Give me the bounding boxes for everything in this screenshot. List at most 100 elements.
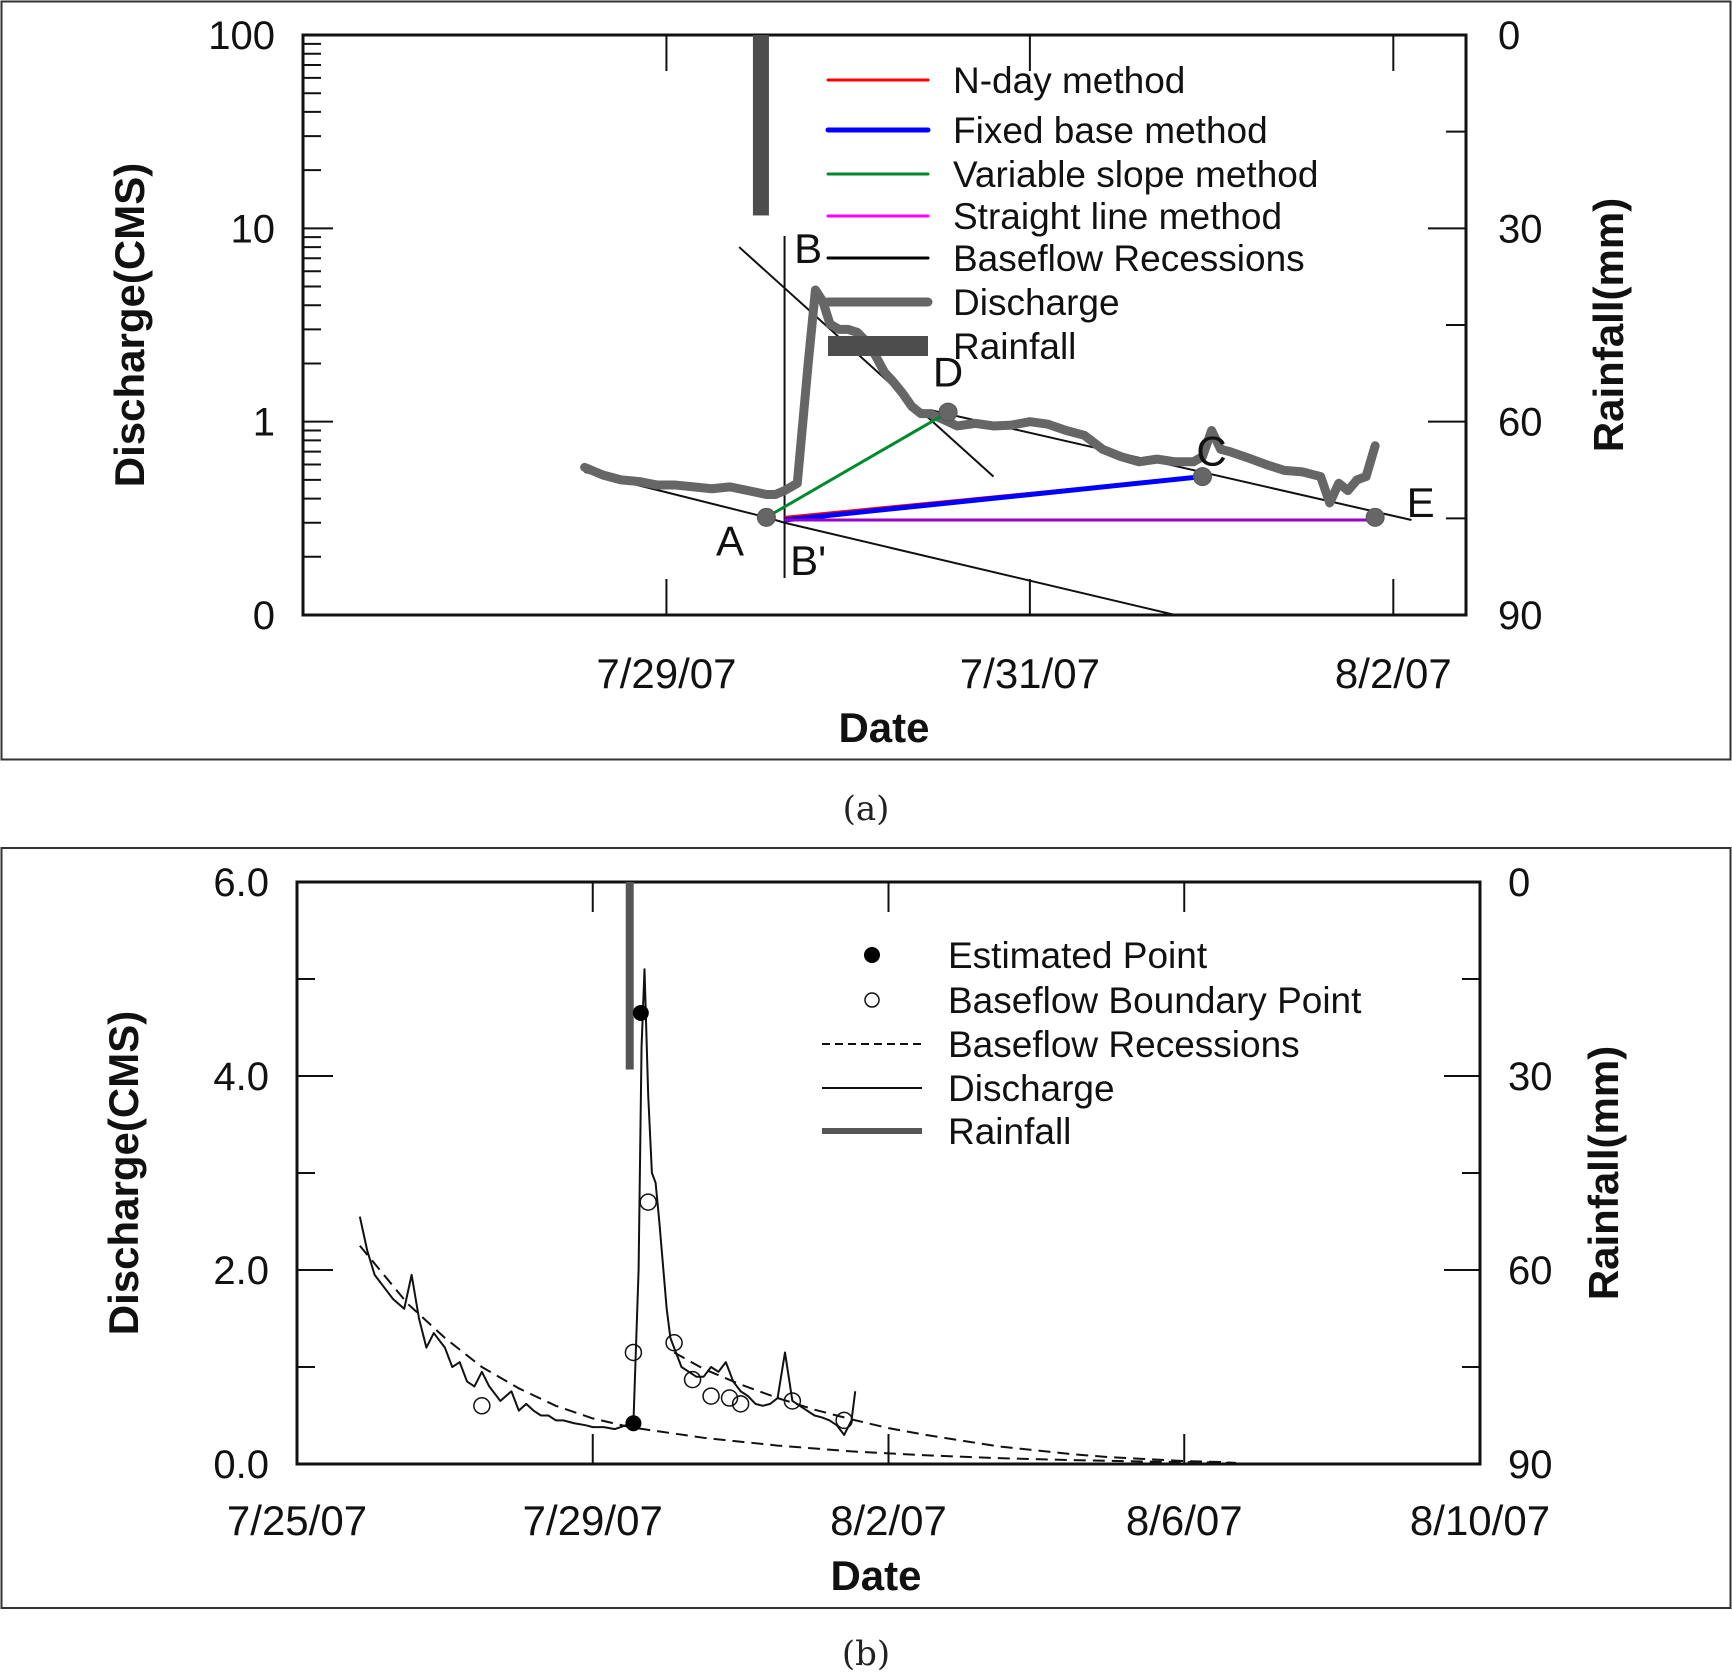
panel-b-points <box>473 1004 853 1432</box>
legend-label: Variable slope method <box>953 154 1318 195</box>
baseflow-boundary-point <box>702 1387 720 1405</box>
panel-a-methods <box>765 410 1376 523</box>
point-label: C <box>1196 428 1226 475</box>
baseflow-boundary-point <box>783 1392 802 1410</box>
legend-label: Straight line method <box>953 196 1282 237</box>
baseflow-boundary-point <box>624 1343 643 1362</box>
panel-b-y-ticks: 0.0 2.0 4.0 6.0 <box>213 861 333 1487</box>
y-tick-label: 100 <box>208 14 275 58</box>
y-tick-label: 1 <box>253 401 275 445</box>
x-tick-label: 8/2/07 <box>830 1497 947 1544</box>
baseflow-recession-line <box>673 1351 1237 1465</box>
panel-b-frame <box>0 847 1732 1609</box>
x-tick-label: 7/29/07 <box>596 650 736 697</box>
y-tick-label: 2.0 <box>213 1249 269 1293</box>
baseflow-recession-line <box>359 1245 1237 1465</box>
point-label: B <box>794 225 822 272</box>
estimated-point <box>632 1004 649 1021</box>
panel-a-rainfall <box>752 35 769 216</box>
baseflow-boundary-point <box>835 1411 853 1430</box>
y2-tick-label: 90 <box>1498 594 1543 638</box>
legend-label: Discharge <box>948 1068 1115 1109</box>
baseflow-boundary-point <box>473 1397 491 1415</box>
baseflow-boundary-point <box>720 1389 739 1407</box>
legend-label: Fixed base method <box>953 110 1268 151</box>
panel-a-frame <box>0 0 1732 761</box>
y-tick-label: 4.0 <box>213 1055 269 1099</box>
panel-a-xlabel: Date <box>838 704 929 751</box>
x-tick-label: 8/6/07 <box>1126 1497 1243 1544</box>
panel-a-x-ticks: 7/29/07 7/31/07 8/2/07 <box>596 35 1452 697</box>
baseflow-boundary-point <box>683 1370 702 1389</box>
y2-tick-label: 0 <box>1508 861 1530 905</box>
point-d <box>938 402 958 422</box>
panel-a-ylabel: Discharge(CMS) <box>106 163 153 487</box>
panel-b-y2label: Rainfall(mm) <box>1580 1046 1627 1300</box>
legend-swatch <box>828 336 928 356</box>
point-a <box>756 507 776 527</box>
legend-label: Rainfall <box>948 1111 1071 1152</box>
legend-label: Rainfall <box>953 326 1076 367</box>
y-tick-label: 0 <box>253 594 275 638</box>
panel-b-caption: (b) <box>842 1634 890 1674</box>
panel-a-plot-area <box>301 33 1468 617</box>
point-label: B' <box>790 537 826 584</box>
x-tick-label: 7/29/07 <box>523 1497 663 1544</box>
estimated-point <box>625 1415 642 1432</box>
point-label: A <box>716 517 744 564</box>
y2-tick-label: 0 <box>1498 14 1520 58</box>
baseflow-boundary-point <box>731 1395 750 1413</box>
x-tick-label: 7/31/07 <box>960 650 1100 697</box>
y2-tick-label: 30 <box>1498 207 1543 251</box>
panel-b-y2-ticks: 0 30 60 90 <box>1444 861 1553 1487</box>
panel-a-points <box>756 402 1385 527</box>
legend-label: Baseflow Recessions <box>953 238 1305 279</box>
baseflow-recession-line <box>738 246 995 478</box>
legend-swatch <box>864 947 880 963</box>
y-tick-label: 6.0 <box>213 861 269 905</box>
panel-a-point-labels: A B B' D C E <box>716 225 1435 584</box>
baseflow-recession-line <box>584 470 1176 616</box>
point-label: E <box>1407 479 1435 526</box>
rainfall-bar <box>625 882 634 1070</box>
point-e <box>1365 507 1385 527</box>
panel-b-plot-area <box>295 880 1482 1466</box>
y2-tick-label: 30 <box>1508 1055 1553 1099</box>
legend-label: Discharge <box>953 282 1120 323</box>
point-label: D <box>933 348 963 395</box>
legend-label: N-day method <box>953 60 1185 101</box>
method-line <box>765 410 949 519</box>
panel-b-ylabel: Discharge(CMS) <box>100 1011 147 1335</box>
baseflow-boundary-point <box>665 1334 683 1352</box>
panel-b-discharge <box>358 968 857 1436</box>
panel-a-y2label: Rainfall(mm) <box>1585 198 1632 452</box>
point-c <box>1193 467 1213 487</box>
y2-tick-label: 60 <box>1508 1249 1553 1293</box>
legend-label: Estimated Point <box>948 935 1208 976</box>
method-line <box>784 474 1203 523</box>
panel-b: 0.0 2.0 4.0 6.0 0 30 60 90 7/25/07 7/29/07 8/2/0… <box>0 847 1732 1609</box>
legend-label: Baseflow Recessions <box>948 1024 1300 1065</box>
panel-b-recessions <box>359 1245 1237 1465</box>
x-tick-label: 7/25/07 <box>227 1497 367 1544</box>
rainfall-bar <box>752 35 769 216</box>
y-tick-label: 10 <box>231 207 276 251</box>
y2-tick-label: 60 <box>1498 401 1543 445</box>
discharge-line <box>358 968 857 1436</box>
panel-b-xlabel: Date <box>830 1552 921 1599</box>
panel-a-caption: (a) <box>843 789 890 829</box>
baseflow-boundary-point <box>639 1193 657 1211</box>
y-tick-label: 0.0 <box>213 1443 269 1487</box>
legend-label: Baseflow Boundary Point <box>948 980 1362 1021</box>
panel-a-y2-ticks: 0 30 60 90 <box>1428 14 1543 638</box>
panel-b-rainfall <box>625 882 634 1070</box>
y2-tick-label: 90 <box>1508 1443 1553 1487</box>
legend-swatch <box>864 992 880 1008</box>
panel-b-x-ticks: 7/25/07 7/29/07 8/2/07 8/6/07 8/10/07 <box>227 882 1550 1544</box>
x-tick-label: 8/10/07 <box>1410 1497 1550 1544</box>
